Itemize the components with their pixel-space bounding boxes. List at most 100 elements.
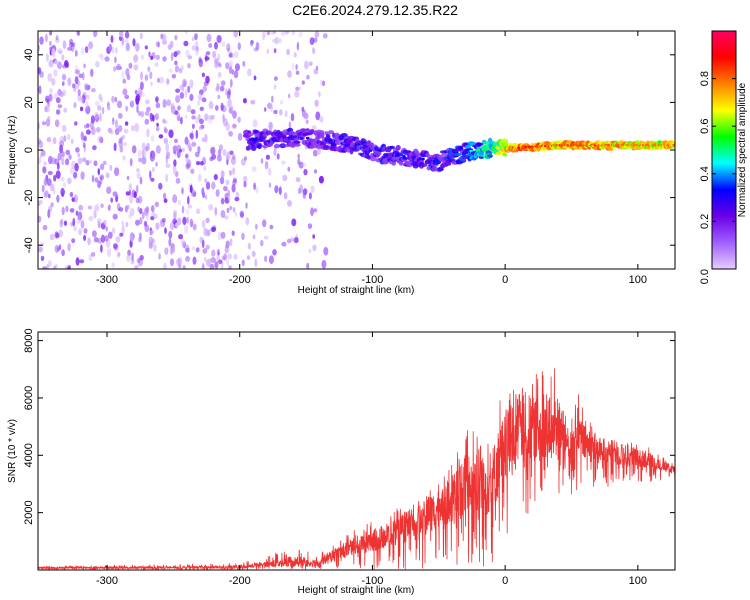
noise-blob — [109, 164, 113, 171]
noise-blob — [158, 182, 163, 190]
noise-blob — [255, 186, 259, 194]
noise-blob — [222, 113, 225, 123]
signal-blob — [369, 157, 377, 162]
noise-blob — [135, 93, 141, 102]
noise-blob — [185, 31, 188, 35]
noise-blob — [94, 100, 100, 107]
signal-blob — [395, 152, 404, 157]
noise-blob — [179, 92, 185, 99]
noise-blob — [56, 246, 61, 252]
noise-blob — [235, 191, 240, 199]
noise-blob — [247, 242, 251, 250]
snr-line — [38, 368, 675, 570]
noise-blob — [163, 262, 167, 269]
noise-blob — [315, 111, 321, 121]
noise-blob — [160, 33, 164, 40]
signal-blob — [421, 163, 428, 167]
noise-blob — [73, 102, 77, 109]
snr-x-label: Height of straight line (km) — [298, 585, 415, 596]
noise-blob — [78, 228, 82, 236]
noise-blob — [301, 80, 305, 85]
noise-blob — [211, 181, 216, 190]
signal-blob — [458, 146, 464, 151]
noise-blob — [50, 202, 54, 208]
noise-blob — [201, 187, 205, 196]
noise-blob — [125, 68, 130, 77]
noise-blob — [189, 93, 194, 101]
noise-blob — [124, 94, 130, 100]
colorbar: 0.0 0.2 0.4 0.6 0.8 Normalized spectral ampl… — [699, 30, 748, 284]
noise-blob — [177, 264, 182, 269]
noise-blob — [184, 244, 190, 253]
noise-blob — [290, 113, 295, 122]
signal-blob — [469, 141, 476, 145]
noise-blob — [55, 109, 61, 115]
noise-blob — [228, 130, 234, 137]
noise-blob — [48, 193, 51, 199]
noise-blob — [169, 258, 175, 267]
noise-blob — [222, 41, 226, 47]
noise-blob — [89, 159, 92, 164]
noise-blob — [201, 239, 205, 249]
noise-blob — [195, 247, 200, 253]
noise-blob — [232, 177, 237, 184]
noise-blob — [60, 218, 64, 225]
noise-blob — [61, 249, 65, 257]
noise-blob — [78, 73, 83, 79]
noise-blob — [95, 60, 100, 68]
noise-blob — [220, 170, 225, 179]
noise-blob — [148, 236, 154, 246]
noise-blob — [255, 223, 258, 230]
noise-blob — [74, 69, 79, 75]
noise-blob — [269, 103, 274, 113]
noise-blob — [306, 74, 310, 80]
noise-blob — [219, 85, 225, 92]
noise-blob — [196, 100, 201, 106]
noise-blob — [228, 107, 233, 114]
noise-blob — [262, 219, 267, 228]
x-tick-label: -100 — [361, 274, 383, 286]
noise-blob — [105, 239, 111, 248]
noise-blob — [273, 48, 277, 54]
noise-blob — [223, 253, 228, 261]
noise-blob — [135, 197, 140, 204]
signal-blob — [437, 166, 444, 172]
noise-blob — [149, 230, 154, 235]
noise-blob — [201, 262, 205, 269]
signal-core — [672, 143, 675, 147]
noise-blob — [63, 60, 69, 68]
noise-blob — [243, 180, 247, 188]
noise-blob — [189, 184, 193, 194]
signal-blob — [309, 129, 315, 135]
signal-blob — [247, 132, 254, 137]
noise-blob — [264, 107, 267, 112]
noise-blob — [304, 60, 309, 70]
noise-blob — [181, 147, 185, 153]
noise-blob — [164, 247, 169, 255]
noise-blob — [121, 225, 125, 234]
noise-blob — [119, 146, 124, 153]
noise-blob — [310, 207, 314, 217]
noise-blob — [100, 53, 104, 61]
noise-blob — [116, 63, 121, 70]
noise-blob — [97, 105, 102, 111]
noise-blob — [71, 83, 76, 89]
noise-blob — [92, 230, 97, 238]
noise-blob — [197, 146, 201, 154]
noise-blob — [201, 137, 206, 143]
noise-blob — [73, 83, 77, 93]
noise-blob — [180, 116, 183, 125]
noise-blob — [129, 194, 133, 204]
noise-blob — [195, 116, 199, 124]
signal-blob — [323, 144, 331, 151]
noise-blob — [54, 244, 59, 253]
noise-blob — [274, 36, 279, 45]
noise-blob — [131, 255, 134, 263]
noise-blob — [226, 43, 231, 52]
noise-blob — [187, 204, 193, 209]
noise-blob — [122, 134, 126, 140]
noise-blob — [251, 166, 257, 173]
noise-blob — [168, 237, 172, 247]
noise-blob — [162, 99, 167, 108]
